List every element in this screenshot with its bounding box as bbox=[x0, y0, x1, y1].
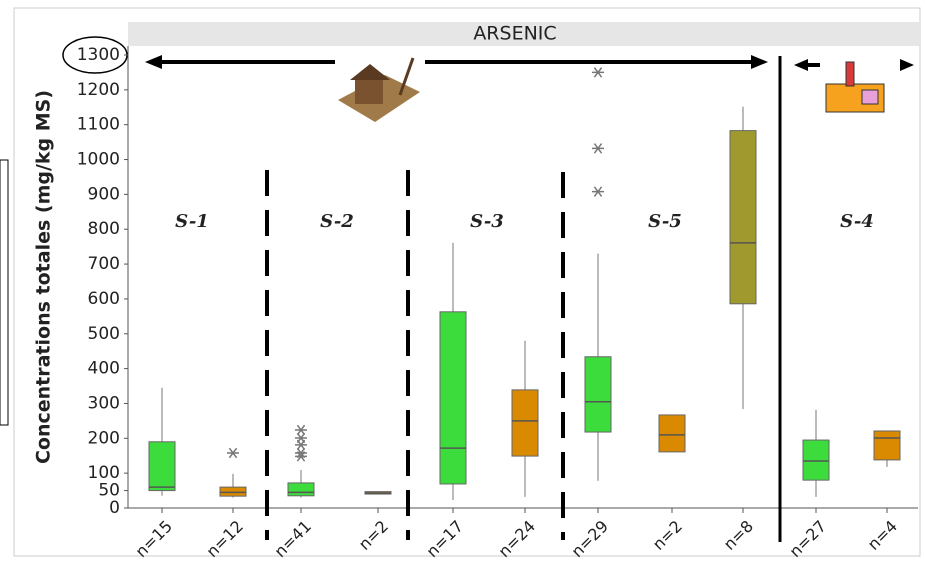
box bbox=[149, 442, 175, 491]
y-tick-label: 1000 bbox=[77, 150, 120, 170]
factory-chimney bbox=[846, 62, 854, 86]
y-tick-label: 400 bbox=[88, 359, 120, 379]
box bbox=[512, 390, 538, 456]
box bbox=[585, 357, 611, 432]
chart-title: ARSENIC bbox=[473, 23, 556, 45]
y-tick-label: 500 bbox=[88, 324, 120, 344]
cropped-frame bbox=[0, 160, 8, 425]
y-tick-label: 800 bbox=[88, 219, 120, 239]
section-label: S-3 bbox=[470, 211, 504, 232]
box bbox=[730, 131, 756, 304]
y-tick-label: 600 bbox=[88, 289, 120, 309]
y-tick-label: 100 bbox=[88, 463, 120, 483]
factory-window bbox=[862, 90, 878, 104]
section-label: S-2 bbox=[320, 211, 354, 232]
y-tick-label: 300 bbox=[88, 393, 120, 413]
section-label: S-5 bbox=[648, 211, 682, 232]
y-tick-label: 1100 bbox=[77, 115, 120, 135]
y-tick-label: 50 bbox=[98, 481, 120, 501]
box bbox=[440, 312, 466, 484]
box bbox=[874, 431, 900, 460]
y-tick-label: 700 bbox=[88, 254, 120, 274]
y-tick-label: 0 bbox=[109, 498, 120, 518]
mine-building bbox=[355, 78, 383, 104]
y-tick-label: 1200 bbox=[77, 80, 120, 100]
y-axis-label: Concentrations totales (mg/kg MS) bbox=[33, 90, 55, 464]
section-label: S-1 bbox=[175, 211, 209, 232]
box bbox=[659, 415, 685, 452]
box bbox=[288, 483, 314, 496]
chart: ARSENIC Concentrations totales (mg/kg MS… bbox=[0, 0, 925, 562]
box bbox=[803, 440, 829, 480]
y-tick-label: 1300 bbox=[77, 45, 120, 65]
section-label: S-4 bbox=[840, 211, 874, 232]
y-tick-label: 200 bbox=[88, 428, 120, 448]
y-tick-label: 900 bbox=[88, 184, 120, 204]
